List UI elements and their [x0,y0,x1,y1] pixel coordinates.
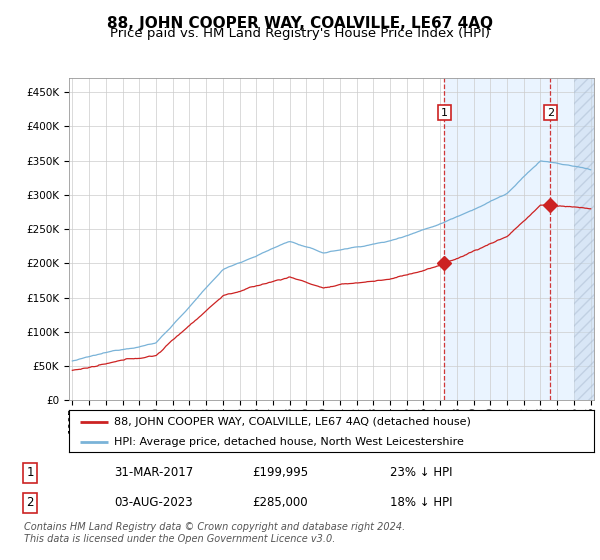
Text: Contains HM Land Registry data © Crown copyright and database right 2024.
This d: Contains HM Land Registry data © Crown c… [24,522,405,544]
Text: £199,995: £199,995 [252,466,308,479]
Text: £285,000: £285,000 [252,496,308,510]
Text: 1: 1 [26,466,34,479]
Text: 2: 2 [547,108,554,118]
Bar [445,78,599,400]
Text: 88, JOHN COOPER WAY, COALVILLE, LE67 4AQ: 88, JOHN COOPER WAY, COALVILLE, LE67 4AQ [107,16,493,31]
Text: 88, JOHN COOPER WAY, COALVILLE, LE67 4AQ (detached house): 88, JOHN COOPER WAY, COALVILLE, LE67 4AQ… [113,417,470,427]
Text: 1: 1 [441,108,448,118]
Text: Price paid vs. HM Land Registry's House Price Index (HPI): Price paid vs. HM Land Registry's House … [110,27,490,40]
Text: 23% ↓ HPI: 23% ↓ HPI [390,466,452,479]
Text: 18% ↓ HPI: 18% ↓ HPI [390,496,452,510]
Bar [574,78,599,400]
Text: 31-MAR-2017: 31-MAR-2017 [114,466,193,479]
Text: 03-AUG-2023: 03-AUG-2023 [114,496,193,510]
Text: HPI: Average price, detached house, North West Leicestershire: HPI: Average price, detached house, Nort… [113,437,464,447]
Text: 2: 2 [26,496,34,510]
